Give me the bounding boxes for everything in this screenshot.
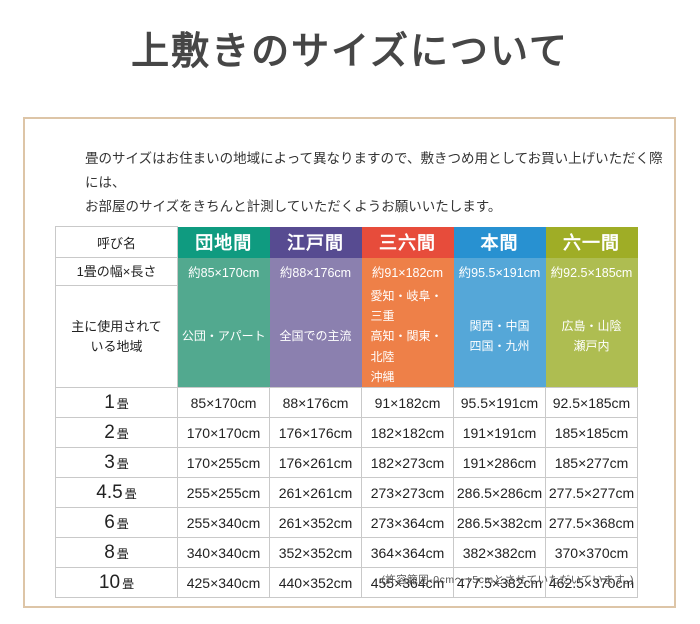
mat-unit: 畳: [116, 546, 129, 561]
mat-count: 6: [104, 511, 115, 533]
row-label: 4.5 畳: [55, 477, 178, 509]
size-value-cell: 85×170cm: [177, 387, 270, 419]
mat-unit: 畳: [122, 576, 135, 591]
content-frame: 畳のサイズはお住まいの地域によって異なりますので、敷きつめ用としてお買い上げいた…: [23, 117, 676, 608]
size-value-cell: 170×255cm: [177, 447, 270, 479]
size-value-cell: 370×370cm: [545, 537, 638, 569]
mat-unit: 畳: [116, 516, 129, 531]
size-value-cell: 286.5×286cm: [453, 477, 546, 509]
size-value-cell: 261×261cm: [269, 477, 362, 509]
size-value-cell: 352×352cm: [269, 537, 362, 569]
size-value-cell: 382×382cm: [453, 537, 546, 569]
mat-count: 1: [104, 391, 115, 413]
page-title: 上敷きのサイズについて: [131, 28, 569, 73]
region-cell: 愛知・岐阜・三重 高知・関東・北陸 沖縄: [361, 285, 454, 388]
mat-count: 2: [104, 421, 115, 443]
mat-unit: 畳: [116, 396, 129, 411]
one-mat-size-cell: 約92.5×185cm: [545, 257, 638, 286]
col-header-danchima: 団地間: [177, 226, 270, 258]
size-value-cell: 440×352cm: [269, 567, 362, 599]
region-cell: 公団・アパート: [177, 285, 270, 388]
size-value-cell: 95.5×191cm: [453, 387, 546, 419]
mat-count: 10: [98, 571, 121, 593]
size-value-cell: 170×170cm: [177, 417, 270, 449]
col-header-edoma: 江戸間: [269, 226, 362, 258]
size-value-cell: 176×176cm: [269, 417, 362, 449]
mat-count: 8: [104, 541, 115, 563]
size-value-cell: 273×273cm: [361, 477, 454, 509]
size-value-cell: 185×277cm: [545, 447, 638, 479]
region-cell: 全国での主流: [269, 285, 362, 388]
one-mat-size-cell: 約85×170cm: [177, 257, 270, 286]
tatami-size-table: 呼び名 団地間 江戸間 三六間 本間 六一間 1畳の幅×長さ 約85×170cm…: [55, 226, 638, 599]
size-value-cell: 462.5×370cm: [545, 567, 638, 599]
row-label-one-mat-size: 1畳の幅×長さ: [55, 257, 178, 286]
mat-unit: 畳: [116, 426, 129, 441]
one-mat-size-cell: 約88×176cm: [269, 257, 362, 286]
table-header-row: 呼び名 団地間 江戸間 三六間 本間 六一間: [55, 226, 638, 258]
size-value-cell: 455×364cm: [361, 567, 454, 599]
size-value-cell: 191×191cm: [453, 417, 546, 449]
table-row-10jo: 10 畳 425×340cm 440×352cm 455×364cm 477.5×…: [55, 567, 638, 599]
mat-unit: 畳: [124, 486, 137, 501]
intro-text: 畳のサイズはお住まいの地域によって異なりますので、敷きつめ用としてお買い上げいた…: [85, 151, 663, 214]
size-value-cell: 182×273cm: [361, 447, 454, 479]
size-value-cell: 340×340cm: [177, 537, 270, 569]
size-value-cell: 88×176cm: [269, 387, 362, 419]
corner-header: 呼び名: [55, 226, 178, 258]
mat-count: 4.5: [96, 481, 123, 503]
size-value-cell: 286.5×382cm: [453, 507, 546, 539]
row-label: 10 畳: [55, 567, 178, 599]
size-value-cell: 364×364cm: [361, 537, 454, 569]
size-value-cell: 255×255cm: [177, 477, 270, 509]
one-mat-size-row: 1畳の幅×長さ 約85×170cm 約88×176cm 約91×182cm 約9…: [55, 257, 638, 286]
tolerance-note: (許容範囲-0cm〜+5cmとさせていただいています。): [381, 574, 634, 586]
col-header-rokuichima: 六一間: [545, 226, 638, 258]
mat-unit: 畳: [116, 456, 129, 471]
size-value-cell: 176×261cm: [269, 447, 362, 479]
size-value-cell: 425×340cm: [177, 567, 270, 599]
size-value-cell: 92.5×185cm: [545, 387, 638, 419]
size-value-cell: 191×286cm: [453, 447, 546, 479]
size-value-cell: 277.5×368cm: [545, 507, 638, 539]
size-value-cell: 277.5×277cm: [545, 477, 638, 509]
one-mat-size-cell: 約91×182cm: [361, 257, 454, 286]
size-value-cell: 182×182cm: [361, 417, 454, 449]
size-value-cell: 477.5×382cm: [453, 567, 546, 599]
size-value-cell: 273×364cm: [361, 507, 454, 539]
size-value-cell: 261×352cm: [269, 507, 362, 539]
col-header-honma: 本間: [453, 226, 546, 258]
size-value-cell: 255×340cm: [177, 507, 270, 539]
one-mat-size-cell: 約95.5×191cm: [453, 257, 546, 286]
size-value-cell: 91×182cm: [361, 387, 454, 419]
row-label-regions: 主に使用されて いる地域: [55, 284, 178, 389]
region-cell: 広島・山陰 瀬戸内: [545, 285, 638, 388]
region-cell: 関西・中国 四国・九州: [453, 285, 546, 388]
region-row: 主に使用されて いる地域 公団・アパート 全国での主流 愛知・岐阜・三重 高知・…: [55, 284, 638, 389]
col-header-saburokuma: 三六間: [361, 226, 454, 258]
mat-count: 3: [104, 451, 115, 473]
size-value-cell: 185×185cm: [545, 417, 638, 449]
table-row-4-5jo: 4.5 畳 255×255cm 261×261cm 273×273cm 286.5…: [55, 477, 638, 509]
